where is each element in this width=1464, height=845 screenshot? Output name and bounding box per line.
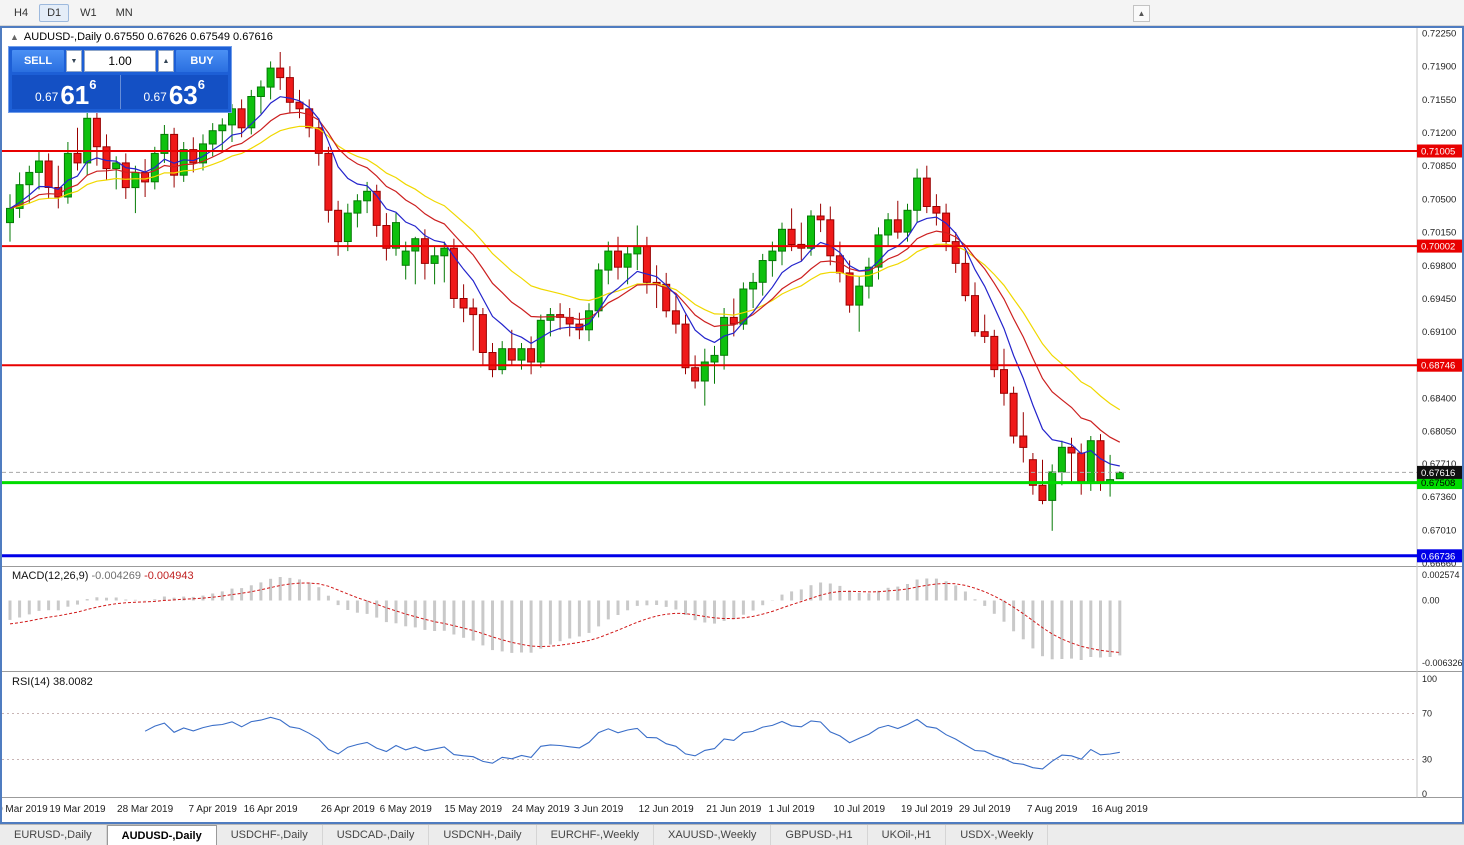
svg-text:0.67616: 0.67616 <box>1421 468 1455 479</box>
svg-text:24 May 2019: 24 May 2019 <box>512 804 570 815</box>
svg-text:70: 70 <box>1422 709 1432 719</box>
svg-text:0.69100: 0.69100 <box>1422 327 1456 338</box>
svg-text:0.70500: 0.70500 <box>1422 194 1456 205</box>
svg-text:16 Aug 2019: 16 Aug 2019 <box>1092 804 1149 815</box>
down-arrow-icon: ▼ <box>70 57 78 65</box>
svg-text:16 Apr 2019: 16 Apr 2019 <box>244 804 298 815</box>
svg-text:-0.006326: -0.006326 <box>1422 658 1462 668</box>
rsi-label: RSI(14) 38.0082 <box>12 676 93 688</box>
timeframe-h4-button[interactable]: H4 <box>14 6 29 19</box>
buy-button[interactable]: BUY <box>176 50 228 72</box>
volume-increase-button[interactable]: ▲ <box>158 50 174 72</box>
svg-text:0.71550: 0.71550 <box>1422 95 1456 106</box>
tab-usdx-weekly[interactable]: USDX-,Weekly <box>946 825 1049 845</box>
svg-text:0.68050: 0.68050 <box>1422 427 1456 438</box>
svg-text:1 Jul 2019: 1 Jul 2019 <box>769 804 816 815</box>
macd-main-value: -0.004269 <box>91 570 142 582</box>
rsi-name: RSI(14) <box>12 676 50 688</box>
sell-price-head: 0.67 <box>34 90 59 104</box>
volume-decrease-button[interactable]: ▼ <box>66 50 82 72</box>
sell-price-pip: 6 <box>89 77 97 92</box>
buy-price-big: 63 <box>168 79 198 110</box>
tab-audusd-daily[interactable]: AUDUSD-,Daily <box>106 825 217 845</box>
macd-name: MACD(12,26,9) <box>12 570 89 582</box>
svg-text:0.71200: 0.71200 <box>1422 128 1456 139</box>
volume-input[interactable] <box>84 50 156 72</box>
tab-gbpusd-h1[interactable]: GBPUSD-,H1 <box>771 825 868 845</box>
svg-text:10 Jul 2019: 10 Jul 2019 <box>833 804 885 815</box>
sell-price[interactable]: 0.67 61 6 <box>12 75 120 109</box>
svg-text:100: 100 <box>1422 674 1437 684</box>
svg-text:0.70002: 0.70002 <box>1421 242 1455 253</box>
svg-text:28 Mar 2019: 28 Mar 2019 <box>117 804 174 815</box>
svg-text:19 Mar 2019: 19 Mar 2019 <box>49 804 106 815</box>
sell-price-big: 61 <box>60 79 90 110</box>
svg-text:7 Apr 2019: 7 Apr 2019 <box>189 804 238 815</box>
svg-text:0.70850: 0.70850 <box>1422 161 1456 172</box>
tab-usdchf-daily[interactable]: USDCHF-,Daily <box>217 825 323 845</box>
svg-text:0.67360: 0.67360 <box>1422 492 1456 503</box>
svg-text:0.67010: 0.67010 <box>1422 525 1456 536</box>
chart-ohlc-header: ▲ AUDUSD-,Daily 0.67550 0.67626 0.67549 … <box>10 31 273 43</box>
svg-text:0.67710: 0.67710 <box>1422 459 1456 470</box>
timeframe-w1-button[interactable]: W1 <box>80 6 97 19</box>
svg-text:21 Jun 2019: 21 Jun 2019 <box>706 804 761 815</box>
timeframe-mn-button[interactable]: MN <box>115 6 133 19</box>
chart-tab-bar: EURUSD-,Daily AUDUSD-,Daily USDCHF-,Dail… <box>0 824 1464 845</box>
svg-text:3 Jun 2019: 3 Jun 2019 <box>574 804 624 815</box>
svg-text:7 Aug 2019: 7 Aug 2019 <box>1027 804 1078 815</box>
svg-text:12 Jun 2019: 12 Jun 2019 <box>639 804 694 815</box>
svg-text:0.67508: 0.67508 <box>1421 478 1455 489</box>
svg-text:0.69800: 0.69800 <box>1422 261 1456 272</box>
buy-price-pip: 6 <box>197 77 205 92</box>
tab-eurusd-daily[interactable]: EURUSD-,Daily <box>0 825 107 845</box>
macd-label: MACD(12,26,9) -0.004269 -0.004943 <box>12 570 194 582</box>
svg-text:0.00: 0.00 <box>1422 596 1440 606</box>
scroll-up-button[interactable]: ▲ <box>1133 5 1150 22</box>
chart-window: 0.72250 0.71900 0.71550 0.71200 0.70850 0.705… <box>0 26 1464 824</box>
tab-usdcnh-daily[interactable]: USDCNH-,Daily <box>429 825 537 845</box>
svg-text:19 Jul 2019: 19 Jul 2019 <box>901 804 953 815</box>
svg-text:6 May 2019: 6 May 2019 <box>380 804 433 815</box>
svg-text:0.68746: 0.68746 <box>1421 361 1455 372</box>
svg-text:0.66660: 0.66660 <box>1422 559 1456 570</box>
up-arrow-icon: ▲ <box>162 57 170 65</box>
svg-text:29 Jul 2019: 29 Jul 2019 <box>959 804 1011 815</box>
svg-text:0.72250: 0.72250 <box>1422 29 1456 40</box>
chart-canvas[interactable]: 0.72250 0.71900 0.71550 0.71200 0.70850 0.705… <box>2 28 1462 822</box>
timeframe-d1-button[interactable]: D1 <box>39 3 70 22</box>
svg-text:0.002574: 0.002574 <box>1422 570 1460 580</box>
svg-text:0.68400: 0.68400 <box>1422 394 1456 405</box>
macd-signal-value: -0.004943 <box>144 570 194 582</box>
sell-button[interactable]: SELL <box>12 50 64 72</box>
buy-price[interactable]: 0.67 63 6 <box>119 75 229 110</box>
tab-ukoil-h1[interactable]: UKOil-,H1 <box>868 825 947 845</box>
buy-price-head: 0.67 <box>143 90 167 104</box>
tab-eurchf-weekly[interactable]: EURCHF-,Weekly <box>537 825 654 845</box>
svg-text:0.71900: 0.71900 <box>1422 62 1456 73</box>
tab-usdcad-daily[interactable]: USDCAD-,Daily <box>323 825 430 845</box>
collapse-panel-icon[interactable]: ▲ <box>10 32 19 42</box>
svg-text:15 May 2019: 15 May 2019 <box>444 804 502 815</box>
rsi-value: 38.0082 <box>52 676 93 688</box>
svg-text:0.66736: 0.66736 <box>1421 551 1455 562</box>
up-arrow-icon: ▲ <box>1137 9 1146 18</box>
svg-text:0.69450: 0.69450 <box>1422 294 1456 305</box>
svg-text:0: 0 <box>1422 789 1427 799</box>
tab-xauusd-weekly[interactable]: XAUUSD-,Weekly <box>654 825 772 845</box>
svg-text:0.70150: 0.70150 <box>1422 228 1456 239</box>
timeframe-toolbar: H4 D1 W1 MN ▲ <box>0 0 1464 26</box>
price-chart-svg[interactable]: 0.72250 0.71900 0.71550 0.71200 0.70850 0.705… <box>2 28 1462 822</box>
svg-text:26 Apr 2019: 26 Apr 2019 <box>321 804 375 815</box>
svg-text:30: 30 <box>1422 755 1432 765</box>
svg-text:0.71005: 0.71005 <box>1421 147 1455 158</box>
ohlc-text: AUDUSD-,Daily 0.67550 0.67626 0.67549 0.… <box>23 31 273 43</box>
svg-text:10 Mar 2019: 10 Mar 2019 <box>2 804 48 815</box>
